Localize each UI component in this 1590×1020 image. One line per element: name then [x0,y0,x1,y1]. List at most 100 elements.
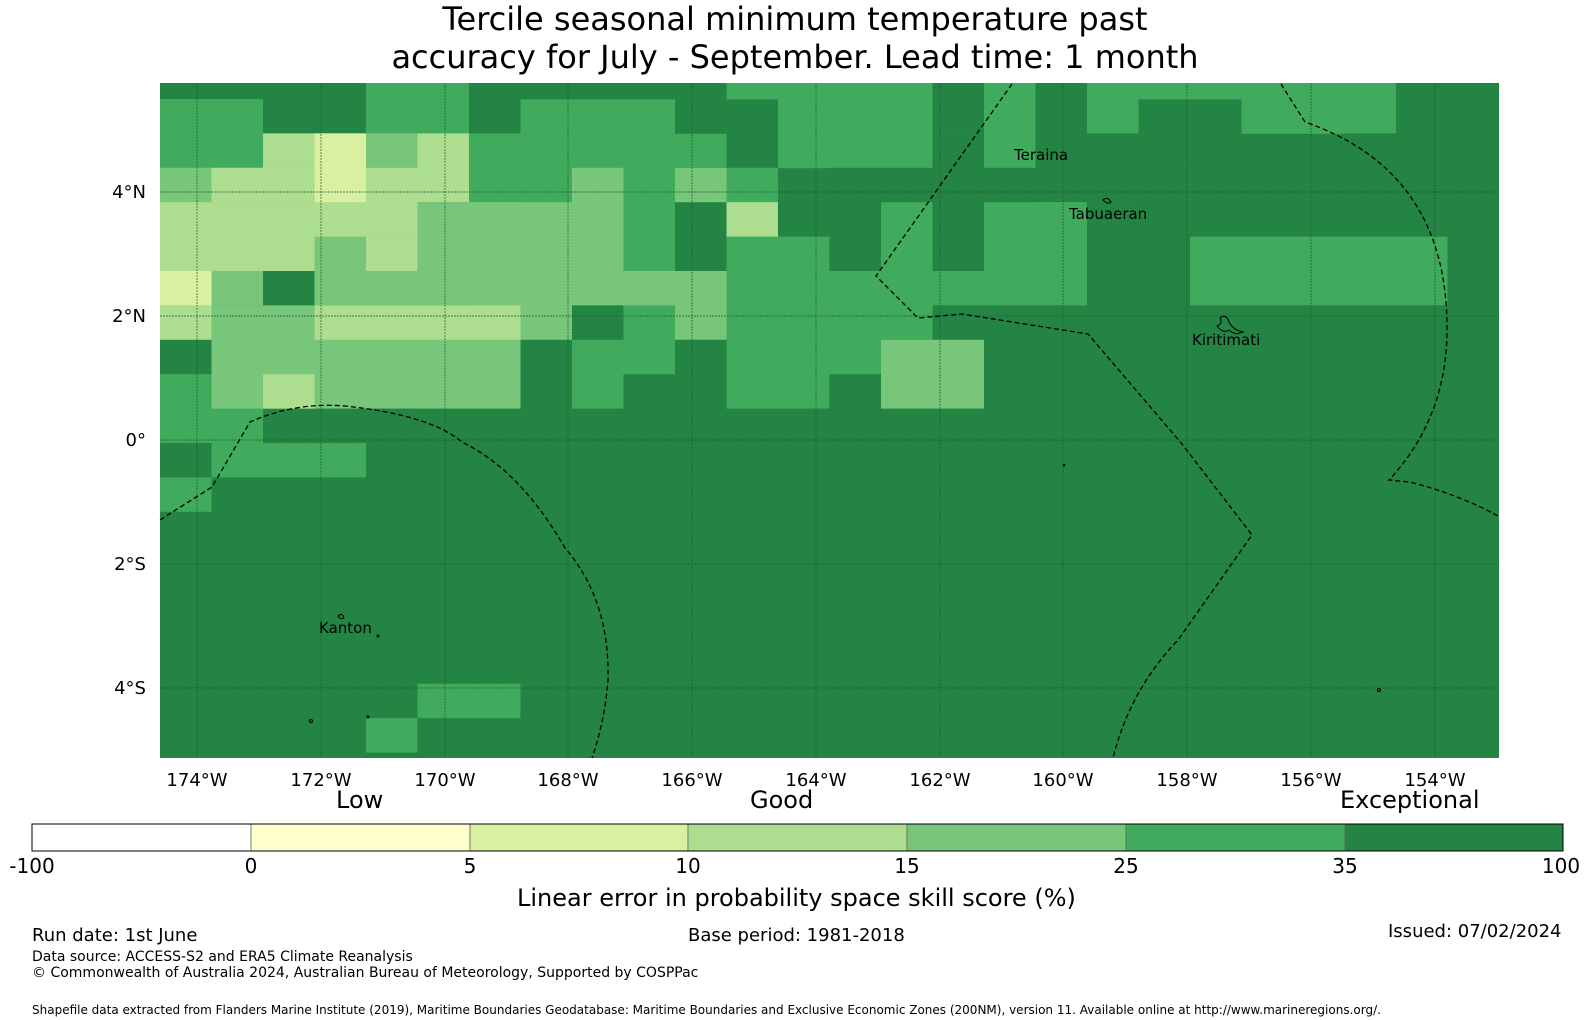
longitude-label: 166°W [661,770,722,791]
place-label-tabuaeran: Tabuaeran [1068,205,1147,223]
colorbar-segment [1125,823,1346,852]
grid-cell [1035,83,1087,169]
grid-cell [829,167,881,271]
grid-cell [984,83,1036,134]
grid-cell [726,202,778,237]
grid-cell [1241,167,1345,203]
grid-cell [263,374,315,409]
chart-title: Tercile seasonal minimum temperature pas… [0,0,1590,76]
colorbar-tick: 35 [1332,854,1358,878]
latitude-labels: 4°N 2°N 0° 2°S 4°S [112,182,146,699]
colorbar-tier-exceptional: Exceptional [1340,786,1480,814]
place-labels: Teraina Tabuaeran Kiritimati Kanton [319,146,1260,637]
grid-cell [469,83,675,100]
colorbar-label: Linear error in probability space skill … [517,884,1076,912]
data-source: Data source: ACCESS-S2 and ERA5 Climate … [32,949,413,965]
islet [1377,688,1381,692]
eez-boundary-east [1280,83,1499,517]
grid-cell [1241,83,1345,134]
grid-cell [675,271,727,340]
eez-boundary-southwest [159,404,609,759]
colorbar-frame [31,823,1564,852]
grid-cell [160,477,212,512]
latitude-label: 2°N [112,306,146,327]
grid-cell [160,202,315,271]
colorbar-tier-good: Good [750,786,814,814]
longitude-label: 160°W [1032,770,1093,791]
grid-cell [314,133,366,203]
grid-cell [366,236,418,271]
colorbar-tick: 25 [1113,854,1139,878]
run-date: Run date: 1st June [32,925,198,946]
grid-cell [366,718,418,753]
graticule [160,83,1499,758]
islet [1062,463,1066,467]
grid-cell [623,271,675,306]
latitude-label: 4°N [112,182,146,203]
place-label-kanton: Kanton [319,619,372,637]
grid-cell [1087,202,1139,271]
longitude-label: 158°W [1156,770,1217,791]
islands [309,197,1381,723]
longitude-label: 170°W [414,770,475,791]
place-label-teraina: Teraina [1013,146,1068,164]
grid-cell [572,339,624,409]
longitude-label: 156°W [1280,770,1341,791]
grid-cell [160,271,212,306]
islet [376,634,380,638]
colorbar [31,823,1564,852]
base-period: Base period: 1981-2018 [688,925,905,946]
grid-cell [932,202,984,271]
colorbar-segment [906,823,1127,852]
title-line-2: accuracy for July - September. Lead time… [391,38,1199,76]
kanton-island [337,613,345,620]
grid-cell [675,167,727,203]
latitude-label: 0° [126,430,146,451]
grid-cell [417,683,521,719]
grid-cell [520,271,572,340]
colorbar-tick: 15 [894,854,920,878]
grid-cell [675,83,727,134]
colorbar-tick: 5 [463,854,477,878]
islet [366,715,370,719]
colorbar-segment [31,823,252,852]
longitude-label: 168°W [537,770,598,791]
colorbar-tick: -100 [9,854,55,878]
tabuaeran-island [1102,197,1112,204]
grid-cell [572,167,624,237]
kiritimati-island [1216,315,1245,335]
grid-cell [881,339,984,409]
latitude-label: 2°S [114,554,146,575]
issued-date: Issued: 07/02/2024 [1388,921,1562,942]
copyright-notice: © Commonwealth of Australia 2024, Austra… [32,965,699,981]
title-line-1: Tercile seasonal minimum temperature pas… [442,0,1148,38]
longitude-label: 164°W [785,770,846,791]
longitude-label: 172°W [290,770,351,791]
shapefile-credit: Shapefile data extracted from Flanders M… [32,1003,1381,1017]
colorbar-segment [1344,823,1564,852]
grid-cell [211,443,366,478]
grid-cell [675,339,727,409]
place-label-kiritimati: Kiritimati [1192,331,1260,349]
longitude-labels: 174°W 172°W 170°W 168°W 166°W 164°W 162°W 160°W… [166,770,1465,791]
colorbar-segment [687,823,908,852]
longitude-label: 162°W [909,770,970,791]
colorbar-tick: 100 [1541,854,1581,878]
grid-cell [417,133,469,203]
grid-cell [314,305,521,340]
colorbar-segment [469,823,689,852]
colorbar-tick: 10 [675,854,701,878]
eez-boundary-north [875,83,1253,759]
grid-cell [1190,236,1448,306]
colorbar-tick: 0 [244,854,258,878]
eez-boundaries [159,83,1499,759]
grid-cell [726,339,830,409]
longitude-label: 174°W [166,770,227,791]
longitude-label: 154°W [1404,770,1465,791]
latitude-label: 4°S [114,678,146,699]
grid-cell [1087,167,1242,203]
colorbar-segment [250,823,471,852]
grid-cell [778,99,881,134]
skill-grid [160,83,1499,758]
